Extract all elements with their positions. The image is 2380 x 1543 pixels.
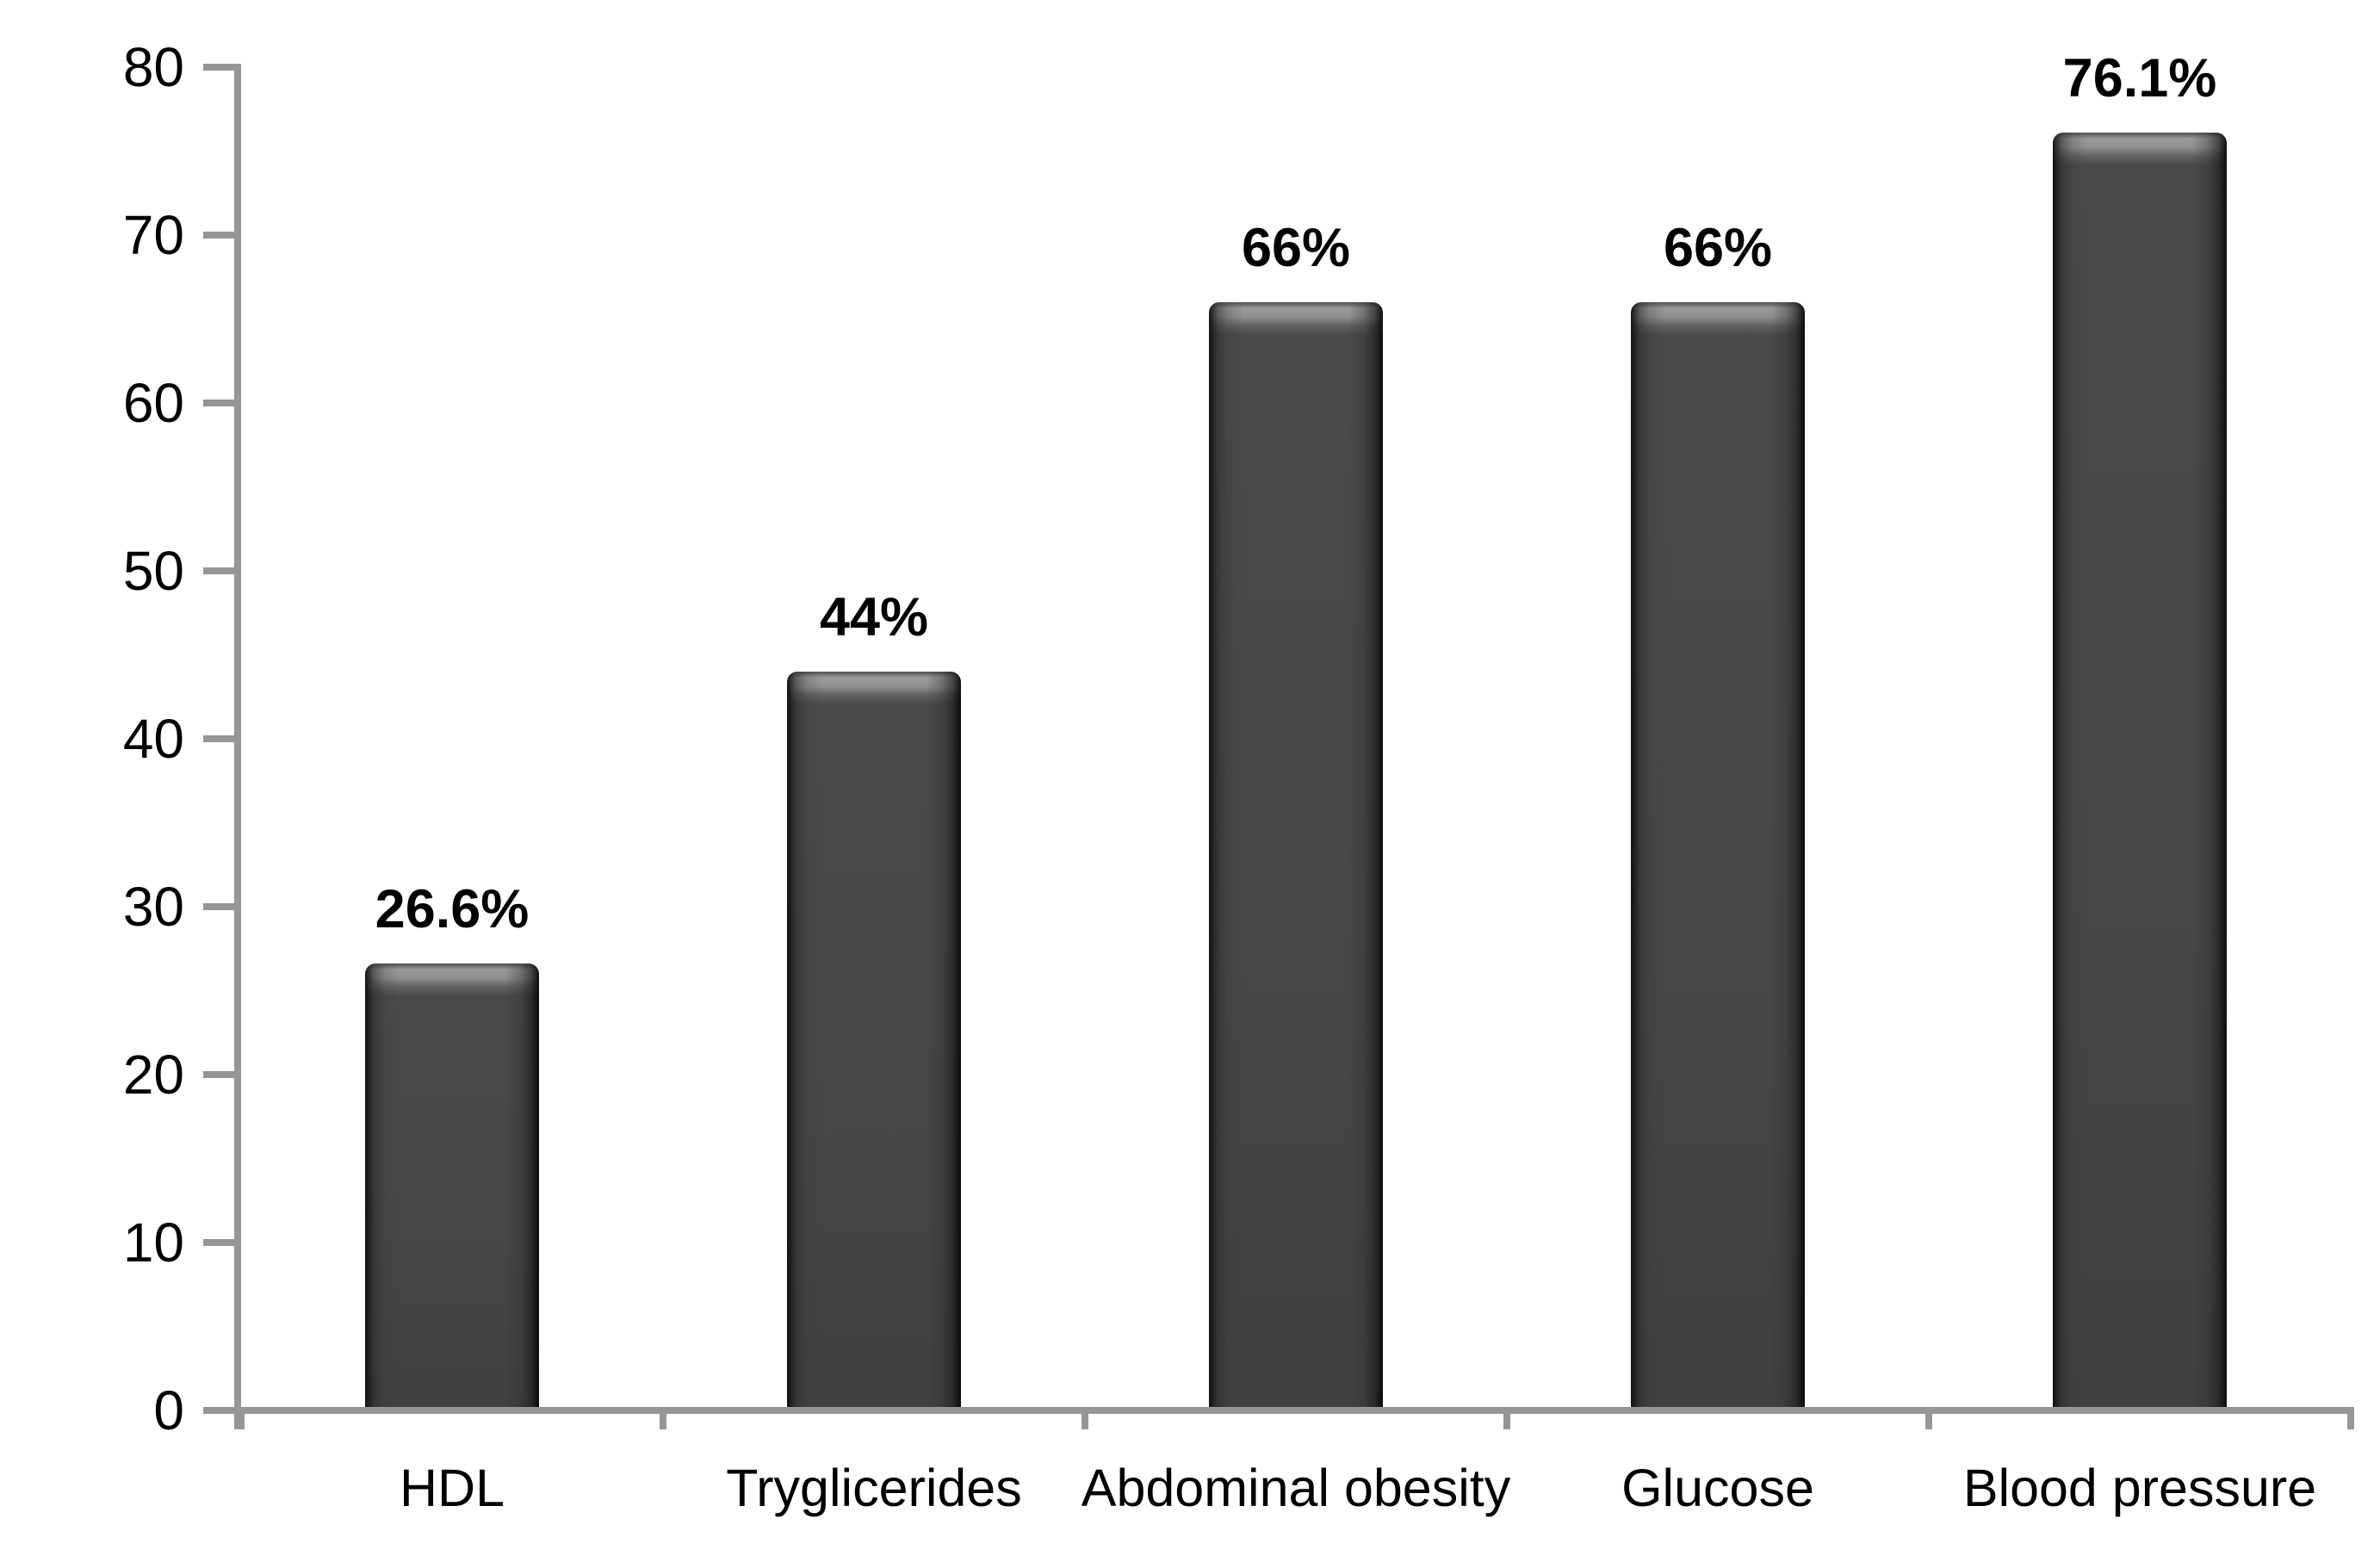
y-axis-tick [203,567,234,574]
y-axis-tick [203,232,234,239]
y-axis-tick-label: 60 [122,372,184,434]
y-axis-tick-label: 10 [122,1211,184,1273]
bar-value-label: 26.6% [375,879,530,940]
y-axis-tick-label: 30 [122,876,184,938]
x-axis-tick [238,1414,245,1429]
y-axis-tick-label: 50 [122,540,184,602]
x-axis-tick [1925,1414,1932,1429]
x-axis-tick [1082,1414,1088,1429]
bar-value-label: 76.1% [2062,48,2217,109]
y-axis-tick-label: 0 [153,1379,184,1441]
y-axis-tick-label: 20 [122,1044,184,1106]
y-axis-tick [203,1407,234,1414]
bar-value-label: 66% [1241,218,1351,278]
y-axis-tick [203,735,234,742]
x-axis-tick [2347,1414,2354,1429]
category-label: Glucose [1621,1459,1814,1517]
category-label: Abdominal obesity [1081,1459,1511,1517]
y-axis-tick [203,1071,234,1078]
y-axis-tick-label: 70 [122,204,184,266]
x-axis-line [217,1407,2354,1414]
x-axis-tick [1503,1414,1510,1429]
y-axis-line [234,64,241,1429]
x-axis-tick [660,1414,666,1429]
bar-value-label: 44% [819,587,929,648]
category-label: Blood pressure [1962,1459,2317,1517]
bar-value-label: 66% [1663,218,1773,278]
bar-hdl [365,964,539,1414]
category-label: HDL [399,1459,505,1517]
y-axis-tick [203,1239,234,1246]
y-axis-tick-label: 40 [122,708,184,770]
bar-blood-pressure [2053,133,2227,1414]
bar-glucose [1631,302,1805,1414]
y-axis-tick [203,400,234,406]
bar-abdominal-obesity [1209,302,1383,1414]
y-axis-tick [203,903,234,910]
y-axis-tick [203,64,234,71]
y-axis-tick-label: 80 [122,36,184,98]
category-label: Tryglicerides [726,1459,1022,1517]
bar-tryglicerides [787,672,961,1414]
